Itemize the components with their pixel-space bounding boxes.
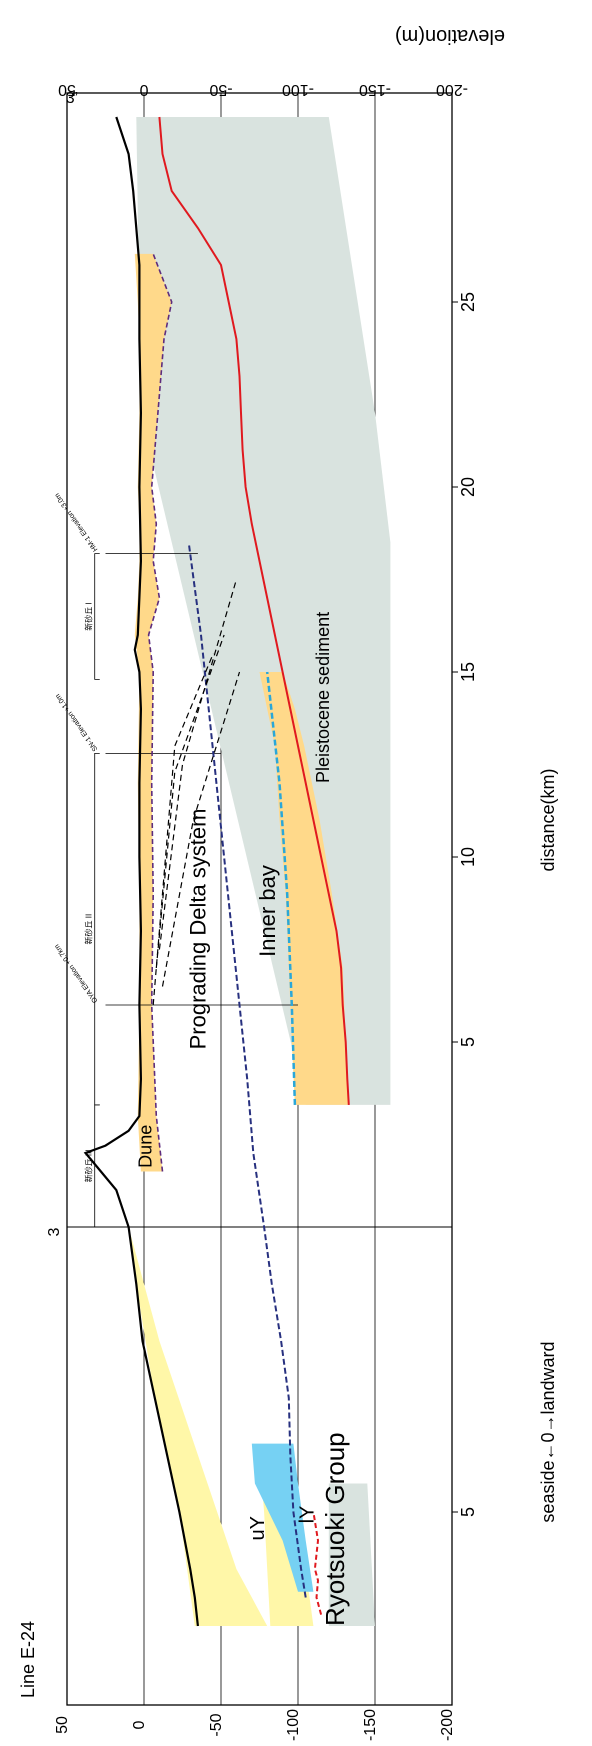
x-tick-label-land: 20 <box>458 477 478 497</box>
y-tick-label: -150 <box>359 81 391 98</box>
y-tick-label: -50 <box>208 1713 225 1736</box>
bracket-label: 新砂丘 II <box>84 914 94 945</box>
line-layer <box>83 116 350 1627</box>
inner-bay-label: Inner bay <box>255 865 280 957</box>
chart-title: Line E-24 <box>18 1621 38 1698</box>
y-tick-label: 50 <box>54 1716 71 1734</box>
uY-fill <box>128 1227 268 1626</box>
plot-area: OYA Elevation +0.7km SN-1 Elevation +1.0m… <box>54 92 453 1706</box>
pleistocene-land-fill <box>136 117 391 1105</box>
y-tick-label: 50 <box>58 81 76 98</box>
base-line <box>158 116 350 1105</box>
uY-label: uY <box>247 1516 269 1540</box>
axis-labels: 50 50 0 0 -50 -50 -100 -100 -150 -150 -200 -200 5 5 10… <box>46 81 478 1741</box>
y-tick-label: -200 <box>439 1709 456 1741</box>
delta-clinoform-line <box>158 579 237 950</box>
x-axis-center-label: seaside←0→landward <box>538 1341 558 1522</box>
lY-label: lY <box>296 1506 318 1524</box>
prograding-delta-label: Prograding Delta system <box>186 809 211 1050</box>
borehole-label: HM-1 Elevation +3.0m <box>54 491 100 552</box>
dune-base-line <box>147 253 173 1172</box>
delta-clinoform-line <box>161 671 241 987</box>
bracket-line <box>94 553 100 680</box>
surface-line <box>83 116 199 1627</box>
y-tick-label: 0 <box>139 81 148 98</box>
dune-label: Dune <box>136 1125 156 1168</box>
bracket-label: 新砂丘 I <box>84 602 94 630</box>
y-tick-label: -150 <box>362 1709 379 1741</box>
borehole-label: SN-1 Elevation +1.0m <box>54 692 99 752</box>
y-tick-label: -200 <box>436 81 468 98</box>
y-tick-label: -50 <box>209 81 232 98</box>
bracket-line <box>94 753 100 1106</box>
x-tick-label-land: 25 <box>458 292 478 312</box>
pleistocene-sea-fill <box>328 1483 375 1626</box>
x-tick-label-land: 5 <box>458 1037 478 1047</box>
dune-sand-fill <box>134 253 172 1172</box>
pink-dashed-line <box>312 1511 323 1615</box>
section-end-label: 3 <box>46 1227 63 1236</box>
delta-clinoform-line <box>155 634 225 969</box>
x-tick-label-sea: 5 <box>458 1507 478 1517</box>
ryotsuoki-group-label: Ryotsuoki Group <box>320 1432 350 1626</box>
fill-layer <box>128 117 391 1626</box>
inner-bay-fill <box>259 672 349 1105</box>
x-tick-label-land: 15 <box>458 662 478 682</box>
x-tick-label-land: 10 <box>458 847 478 867</box>
section-end-label: 3’ <box>66 90 78 107</box>
y-tick-label: -100 <box>285 1709 302 1741</box>
pleistocene-sediment-label: Pleistocene sediment <box>313 612 333 783</box>
y-tick-label: -100 <box>282 81 314 98</box>
lY-fill <box>251 1443 314 1592</box>
x-axis-label: distance(km) <box>538 768 558 871</box>
borehole-label: OYA Elevation +0.7km <box>54 943 100 1004</box>
y-axis-label: elevation(m) <box>395 25 505 47</box>
plot-frame <box>66 92 453 1706</box>
bracket-label: 新砂丘 III <box>84 1150 94 1183</box>
inner-bay-base-line <box>265 671 297 1105</box>
y-tick-label: 0 <box>131 1720 148 1729</box>
